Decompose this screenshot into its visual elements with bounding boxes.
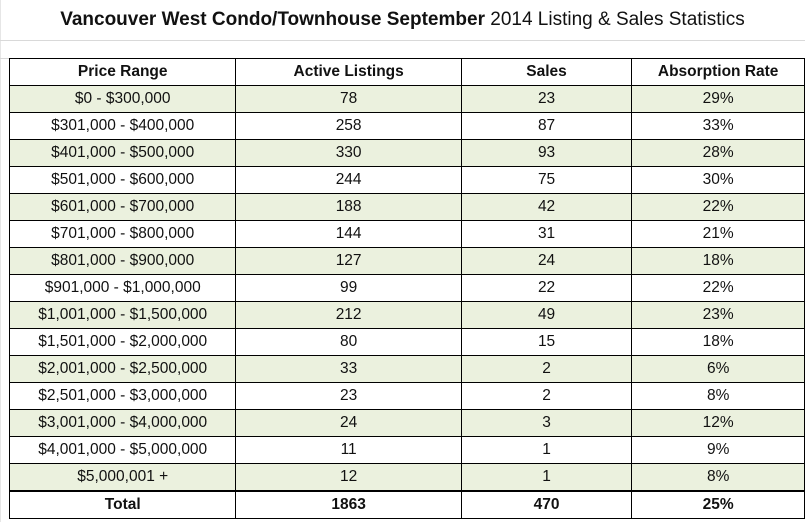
price-range-cell: $3,001,000 - $4,000,000: [8, 409, 237, 437]
absorption-rate-cell: 8%: [631, 382, 805, 410]
active-listings-cell: 12: [235, 463, 462, 492]
active-listings-cell: 24: [235, 409, 462, 437]
table-row: $0 - $300,000 78 23 29%: [8, 85, 805, 113]
table-row: $4,001,000 - $5,000,000 11 1 9%: [8, 436, 805, 464]
absorption-rate-cell: 33%: [631, 112, 805, 140]
price-range-cell: $0 - $300,000: [8, 85, 237, 113]
header-active-listings: Active Listings: [235, 58, 462, 86]
total-sales: 470: [460, 490, 633, 519]
price-range-cell: $401,000 - $500,000: [8, 139, 237, 167]
active-listings-cell: 330: [235, 139, 462, 167]
price-range-cell: $801,000 - $900,000: [8, 247, 237, 275]
price-range-cell: $1,501,000 - $2,000,000: [8, 328, 237, 356]
total-row: Total 1863 470 25%: [8, 490, 805, 519]
table-row: $701,000 - $800,000 144 31 21%: [8, 220, 805, 248]
header-absorption-rate: Absorption Rate: [631, 58, 805, 86]
price-range-cell: $301,000 - $400,000: [8, 112, 237, 140]
absorption-rate-cell: 9%: [631, 436, 805, 464]
active-listings-cell: 11: [235, 436, 462, 464]
active-listings-cell: 258: [235, 112, 462, 140]
active-listings-cell: 212: [235, 301, 462, 329]
sales-cell: 2: [460, 382, 633, 410]
absorption-rate-cell: 28%: [631, 139, 805, 167]
price-range-cell: $2,001,000 - $2,500,000: [8, 355, 237, 383]
price-range-cell: $4,001,000 - $5,000,000: [8, 436, 237, 464]
header-row: Price Range Active Listings Sales Absorp…: [8, 58, 805, 86]
table-row: $301,000 - $400,000 258 87 33%: [8, 112, 805, 140]
sales-cell: 42: [460, 193, 633, 221]
absorption-rate-cell: 18%: [631, 247, 805, 275]
statistics-table: Price Range Active Listings Sales Absorp…: [8, 58, 805, 519]
price-range-cell: $901,000 - $1,000,000: [8, 274, 237, 302]
table-row: $1,501,000 - $2,000,000 80 15 18%: [8, 328, 805, 356]
total-active-listings: 1863: [235, 490, 462, 519]
table-title: Vancouver West Condo/Townhouse September…: [0, 0, 805, 41]
absorption-rate-cell: 12%: [631, 409, 805, 437]
active-listings-cell: 144: [235, 220, 462, 248]
absorption-rate-cell: 22%: [631, 193, 805, 221]
table-row: $5,000,001 +12 1 8%: [8, 463, 805, 492]
active-listings-cell: 33: [235, 355, 462, 383]
sales-cell: 87: [460, 112, 633, 140]
table-row: $2,501,000 - $3,000,000 23 2 8%: [8, 382, 805, 410]
active-listings-cell: 23: [235, 382, 462, 410]
total-absorption-rate: 25%: [631, 490, 805, 519]
sales-cell: 93: [460, 139, 633, 167]
table-title-bold: Vancouver West Condo/Townhouse September: [60, 9, 485, 30]
table-row: $1,001,000 - $1,500,000 212 49 23%: [8, 301, 805, 329]
table-row: $601,000 - $700,000 188 42 22%: [8, 193, 805, 221]
absorption-rate-cell: 30%: [631, 166, 805, 194]
table-row: $401,000 - $500,000 330 93 28%: [8, 139, 805, 167]
absorption-rate-cell: 29%: [631, 85, 805, 113]
sales-cell: 23: [460, 85, 633, 113]
table-row: $3,001,000 - $4,000,000 24 3 12%: [8, 409, 805, 437]
sales-cell: 75: [460, 166, 633, 194]
active-listings-cell: 188: [235, 193, 462, 221]
absorption-rate-cell: 22%: [631, 274, 805, 302]
absorption-rate-cell: 6%: [631, 355, 805, 383]
total-label: Total: [8, 490, 237, 519]
absorption-rate-cell: 21%: [631, 220, 805, 248]
active-listings-cell: 99: [235, 274, 462, 302]
active-listings-cell: 244: [235, 166, 462, 194]
active-listings-cell: 127: [235, 247, 462, 275]
absorption-rate-cell: 18%: [631, 328, 805, 356]
price-range-cell: $701,000 - $800,000: [8, 220, 237, 248]
sales-cell: 49: [460, 301, 633, 329]
blank-row: [0, 40, 805, 59]
absorption-rate-cell: 23%: [631, 301, 805, 329]
table-row: $901,000 - $1,000,000 99 22 22%: [8, 274, 805, 302]
active-listings-cell: 80: [235, 328, 462, 356]
sales-cell: 31: [460, 220, 633, 248]
absorption-rate-cell: 8%: [631, 463, 805, 492]
table-row: $501,000 - $600,000 244 75 30%: [8, 166, 805, 194]
table-title-rest: 2014 Listing & Sales Statistics: [484, 9, 745, 30]
sales-cell: 15: [460, 328, 633, 356]
price-range-cell: $5,000,001 +: [8, 463, 237, 492]
price-range-cell: $1,001,000 - $1,500,000: [8, 301, 237, 329]
price-range-cell: $601,000 - $700,000: [8, 193, 237, 221]
header-sales: Sales: [460, 58, 633, 86]
sales-cell: 24: [460, 247, 633, 275]
table-row: $801,000 - $900,000 127 24 18%: [8, 247, 805, 275]
table-body: $0 - $300,000 78 23 29% $301,000 - $400,000 2…: [8, 85, 805, 519]
sales-cell: 1: [460, 436, 633, 464]
header-price-range: Price Range: [8, 58, 237, 86]
active-listings-cell: 78: [235, 85, 462, 113]
price-range-cell: $501,000 - $600,000: [8, 166, 237, 194]
sales-cell: 1: [460, 463, 633, 492]
sales-cell: 22: [460, 274, 633, 302]
table-row: $2,001,000 - $2,500,000 33 2 6%: [8, 355, 805, 383]
sales-cell: 3: [460, 409, 633, 437]
sales-cell: 2: [460, 355, 633, 383]
price-range-cell: $2,501,000 - $3,000,000: [8, 382, 237, 410]
